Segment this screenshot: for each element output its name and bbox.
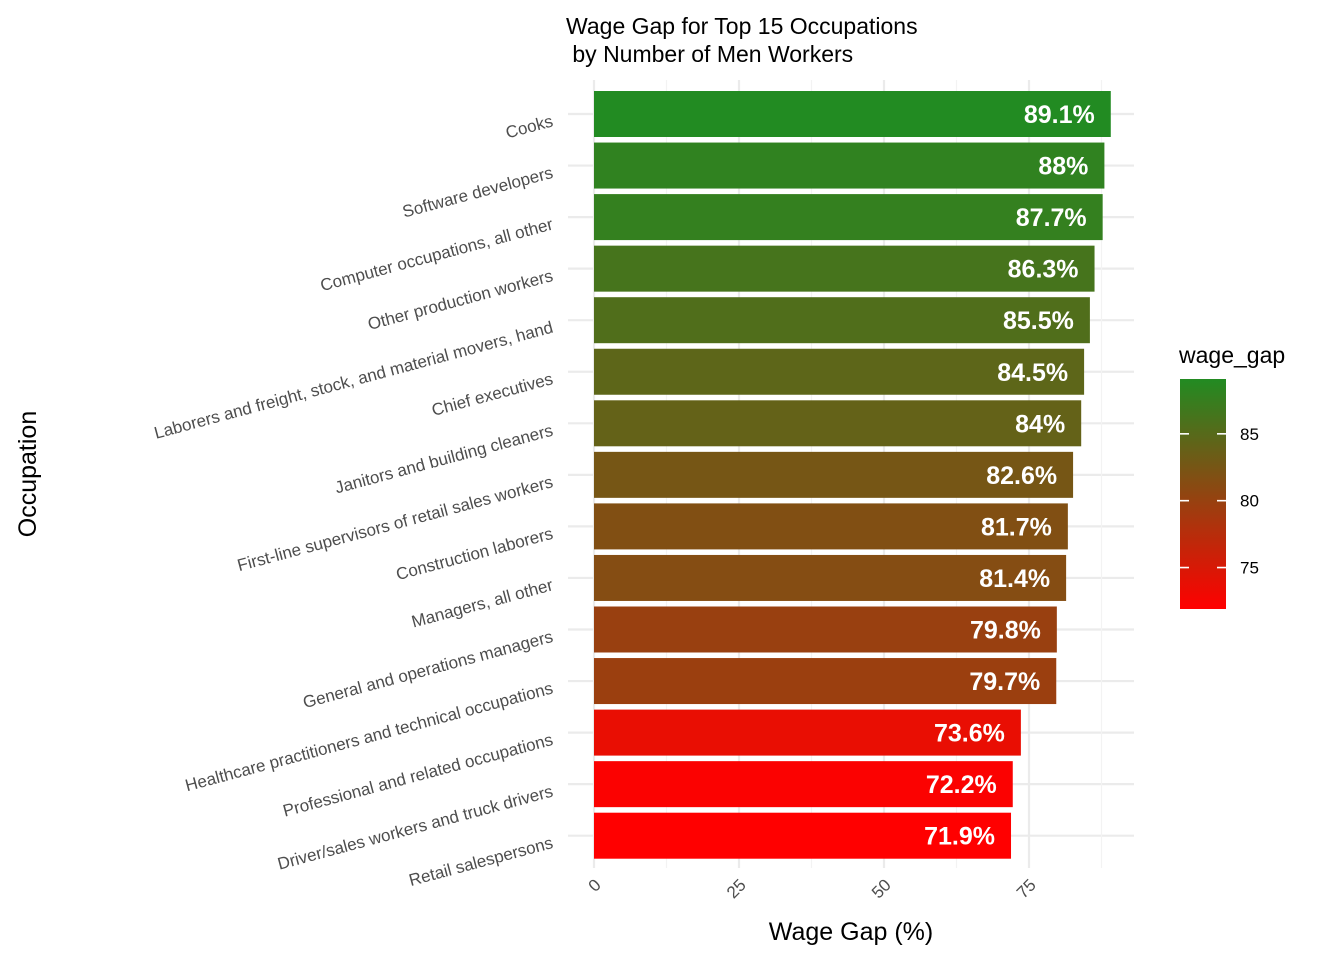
y-tick-label: Laborers and freight, stock, and materia… [152, 318, 555, 443]
legend-title: wage_gap [1178, 342, 1285, 368]
bar-value-label: 82.6% [986, 462, 1057, 490]
chart-title-line-2: by Number of Men Workers [566, 41, 853, 67]
y-tick-label: Software developers [400, 163, 555, 221]
bar [594, 812, 1012, 859]
bar [594, 245, 1095, 292]
x-tick-label: 0 [585, 875, 605, 895]
legend-tick-label: 85 [1240, 425, 1259, 444]
bar [594, 348, 1085, 395]
chart-title: Wage Gap for Top 15 Occupations by Numbe… [566, 13, 924, 67]
bar [594, 658, 1057, 705]
bar-value-label: 85.5% [1003, 307, 1074, 335]
chart-title-line-1: Wage Gap for Top 15 Occupations [566, 13, 918, 39]
y-tick-label: Construction laborers [394, 524, 555, 584]
bar-value-label: 84% [1015, 410, 1065, 438]
y-axis-title: Occupation [14, 411, 42, 537]
legend-colorbar [1180, 379, 1226, 609]
bar-value-label: 89.1% [1024, 101, 1095, 129]
x-tick-label: 25 [723, 875, 750, 902]
bar [594, 709, 1021, 756]
bar [594, 297, 1090, 344]
bar [594, 400, 1082, 447]
y-tick-label: Retail salespersons [407, 833, 555, 890]
bar-value-label: 87.7% [1016, 204, 1087, 232]
x-tick-label: 50 [868, 875, 895, 902]
bar-value-label: 81.4% [979, 565, 1050, 593]
bar [594, 503, 1068, 550]
bar [594, 91, 1111, 137]
bar-value-label: 84.5% [997, 359, 1068, 387]
bars-group [594, 91, 1111, 859]
color-legend: wage_gap 75 80 85 [1178, 342, 1285, 609]
x-axis-title: Wage Gap (%) [769, 918, 933, 946]
y-tick-label: First-line supervisors of retail sales w… [235, 472, 555, 575]
bar [594, 451, 1074, 498]
y-tick-label: Managers, all other [410, 575, 556, 631]
x-axis-tick-labels: 0 25 50 75 [585, 875, 1040, 902]
bar [594, 194, 1103, 241]
bar-value-label: 86.3% [1008, 256, 1079, 284]
bar-value-label: 72.2% [926, 771, 997, 799]
bar [594, 761, 1013, 808]
bar-value-label: 79.8% [970, 617, 1041, 645]
y-tick-label: Cooks [504, 112, 555, 143]
bar [594, 554, 1067, 601]
bar-data-labels: 89.1% 88% 87.7% 86.3% 85.5% 84.5% 84% 82.6% 81.7… [924, 101, 1095, 851]
bar [594, 606, 1057, 653]
legend-tick-label: 75 [1240, 559, 1259, 578]
y-tick-label: Chief executives [430, 369, 555, 420]
bar-value-label: 73.6% [934, 720, 1005, 748]
legend-tick-label: 80 [1240, 492, 1259, 511]
bar-value-label: 81.7% [981, 513, 1052, 541]
legend-ticks: 75 80 85 [1180, 425, 1259, 578]
bar-value-label: 71.9% [924, 823, 995, 851]
bar-value-label: 88% [1038, 153, 1088, 181]
x-tick-label: 75 [1013, 875, 1040, 902]
bar [594, 142, 1105, 189]
bar-value-label: 79.7% [969, 668, 1040, 696]
